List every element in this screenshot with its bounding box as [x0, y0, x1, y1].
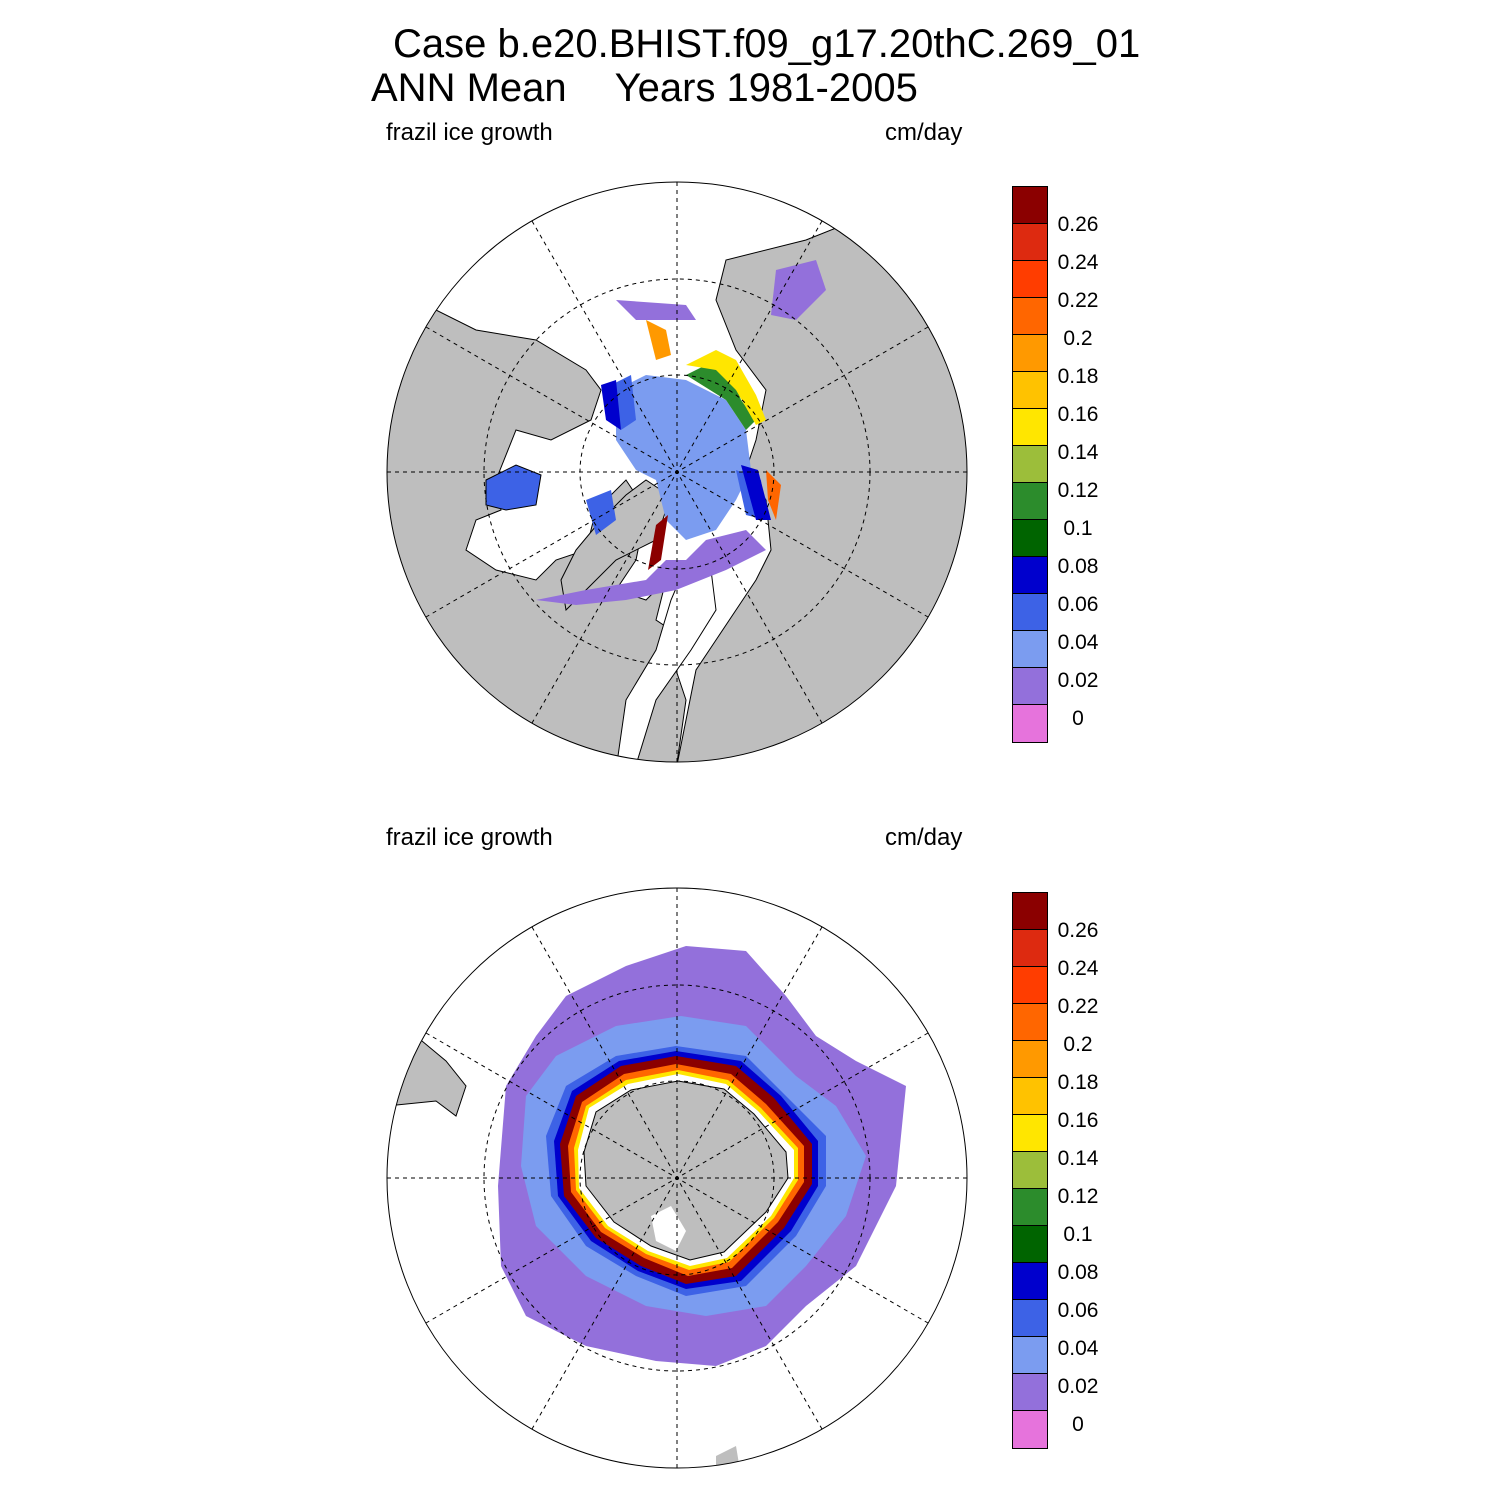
colorbar-swatch: [1013, 261, 1047, 298]
arctic-ocean: [616, 375, 751, 540]
colorbar-tick-label: 0.22: [1057, 995, 1099, 1018]
colorbar-swatch: [1013, 1263, 1047, 1300]
colorbar-swatch: [1013, 298, 1047, 335]
colorbar-swatch: [1013, 187, 1047, 224]
colorbar-swatch: [1013, 967, 1047, 1004]
colorbar-swatch: [1013, 594, 1047, 631]
colorbar-swatch: [1013, 446, 1047, 483]
colorbar-swatch: [1013, 1337, 1047, 1374]
colorbar-tick-label: 0.06: [1057, 1299, 1099, 1322]
colorbar-tick-label: 0.1: [1063, 1223, 1093, 1246]
antarctica: [583, 1080, 789, 1261]
colorbar-tick-label: 0: [1072, 707, 1084, 730]
colorbar-swatch: [1013, 1152, 1047, 1189]
colorbar-swatch: [1013, 1411, 1047, 1448]
colorbar-tick-label: 0.04: [1057, 1337, 1099, 1360]
colorbar-swatch: [1013, 483, 1047, 520]
plot-subtitle: ANN Mean Years 1981-2005: [371, 68, 918, 108]
colorbar-swatch: [1013, 930, 1047, 967]
colorbar-swatch: [1013, 1189, 1047, 1226]
colorbar-tick-label: 0.22: [1057, 289, 1099, 312]
north-units-label: cm/day: [885, 119, 963, 146]
colorbar-swatch: [1013, 631, 1047, 668]
colorbar-tick-label: 0.14: [1057, 441, 1099, 464]
north-polar-map: [386, 181, 968, 763]
colorbar-tick-label: 0.06: [1057, 593, 1099, 616]
colorbar-tick-label: 0.14: [1057, 1147, 1099, 1170]
south-variable-label: frazil ice growth: [386, 824, 553, 851]
colorbar-tick-label: 0.16: [1057, 1109, 1099, 1132]
colorbar-tick-label: 0.12: [1057, 479, 1099, 502]
colorbar-swatch: [1013, 557, 1047, 594]
colorbar-tick-label: 0.04: [1057, 631, 1099, 654]
north-variable-label: frazil ice growth: [386, 119, 553, 146]
colorbar-tick-label: 0.02: [1057, 1375, 1099, 1398]
colorbar-tick-label: 0.02: [1057, 669, 1099, 692]
colorbar-tick-label: 0.08: [1057, 555, 1099, 578]
colorbar-swatch: [1013, 335, 1047, 372]
colorbar-swatch: [1013, 1300, 1047, 1337]
colorbar-swatch: [1013, 1078, 1047, 1115]
colorbar-swatch: [1013, 668, 1047, 705]
colorbar-tick-label: 0.1: [1063, 517, 1093, 540]
years-label: Years 1981-2005: [614, 66, 918, 110]
colorbar-tick-label: 0.26: [1057, 213, 1099, 236]
south-colorbar: [1012, 892, 1048, 1449]
south-polar-map: [386, 887, 968, 1469]
colorbar-swatch: [1013, 1115, 1047, 1152]
colorbar-swatch: [1013, 372, 1047, 409]
mean-label: ANN Mean: [371, 66, 567, 110]
colorbar-tick-label: 0.18: [1057, 365, 1099, 388]
colorbar-swatch: [1013, 1041, 1047, 1078]
colorbar-tick-label: 0.24: [1057, 957, 1099, 980]
colorbar-swatch: [1013, 409, 1047, 446]
colorbar-tick-label: 0.2: [1063, 1033, 1093, 1056]
colorbar-tick-label: 0.16: [1057, 403, 1099, 426]
colorbar-tick-label: 0.2: [1063, 327, 1093, 350]
plot-title: Case b.e20.BHIST.f09_g17.20thC.269_01: [393, 22, 1141, 66]
colorbar-tick-label: 0.26: [1057, 919, 1099, 942]
colorbar-tick-label: 0.24: [1057, 251, 1099, 274]
colorbar-swatch: [1013, 1004, 1047, 1041]
colorbar-tick-label: 0.08: [1057, 1261, 1099, 1284]
colorbar-tick-label: 0.18: [1057, 1071, 1099, 1094]
colorbar-swatch: [1013, 224, 1047, 261]
colorbar-swatch: [1013, 520, 1047, 557]
south-units-label: cm/day: [885, 824, 963, 851]
colorbar-tick-label: 0.12: [1057, 1185, 1099, 1208]
colorbar-swatch: [1013, 1226, 1047, 1263]
colorbar-tick-label: 0: [1072, 1413, 1084, 1436]
north-colorbar: [1012, 186, 1048, 743]
colorbar-swatch: [1013, 893, 1047, 930]
colorbar-swatch: [1013, 1374, 1047, 1411]
colorbar-swatch: [1013, 705, 1047, 742]
